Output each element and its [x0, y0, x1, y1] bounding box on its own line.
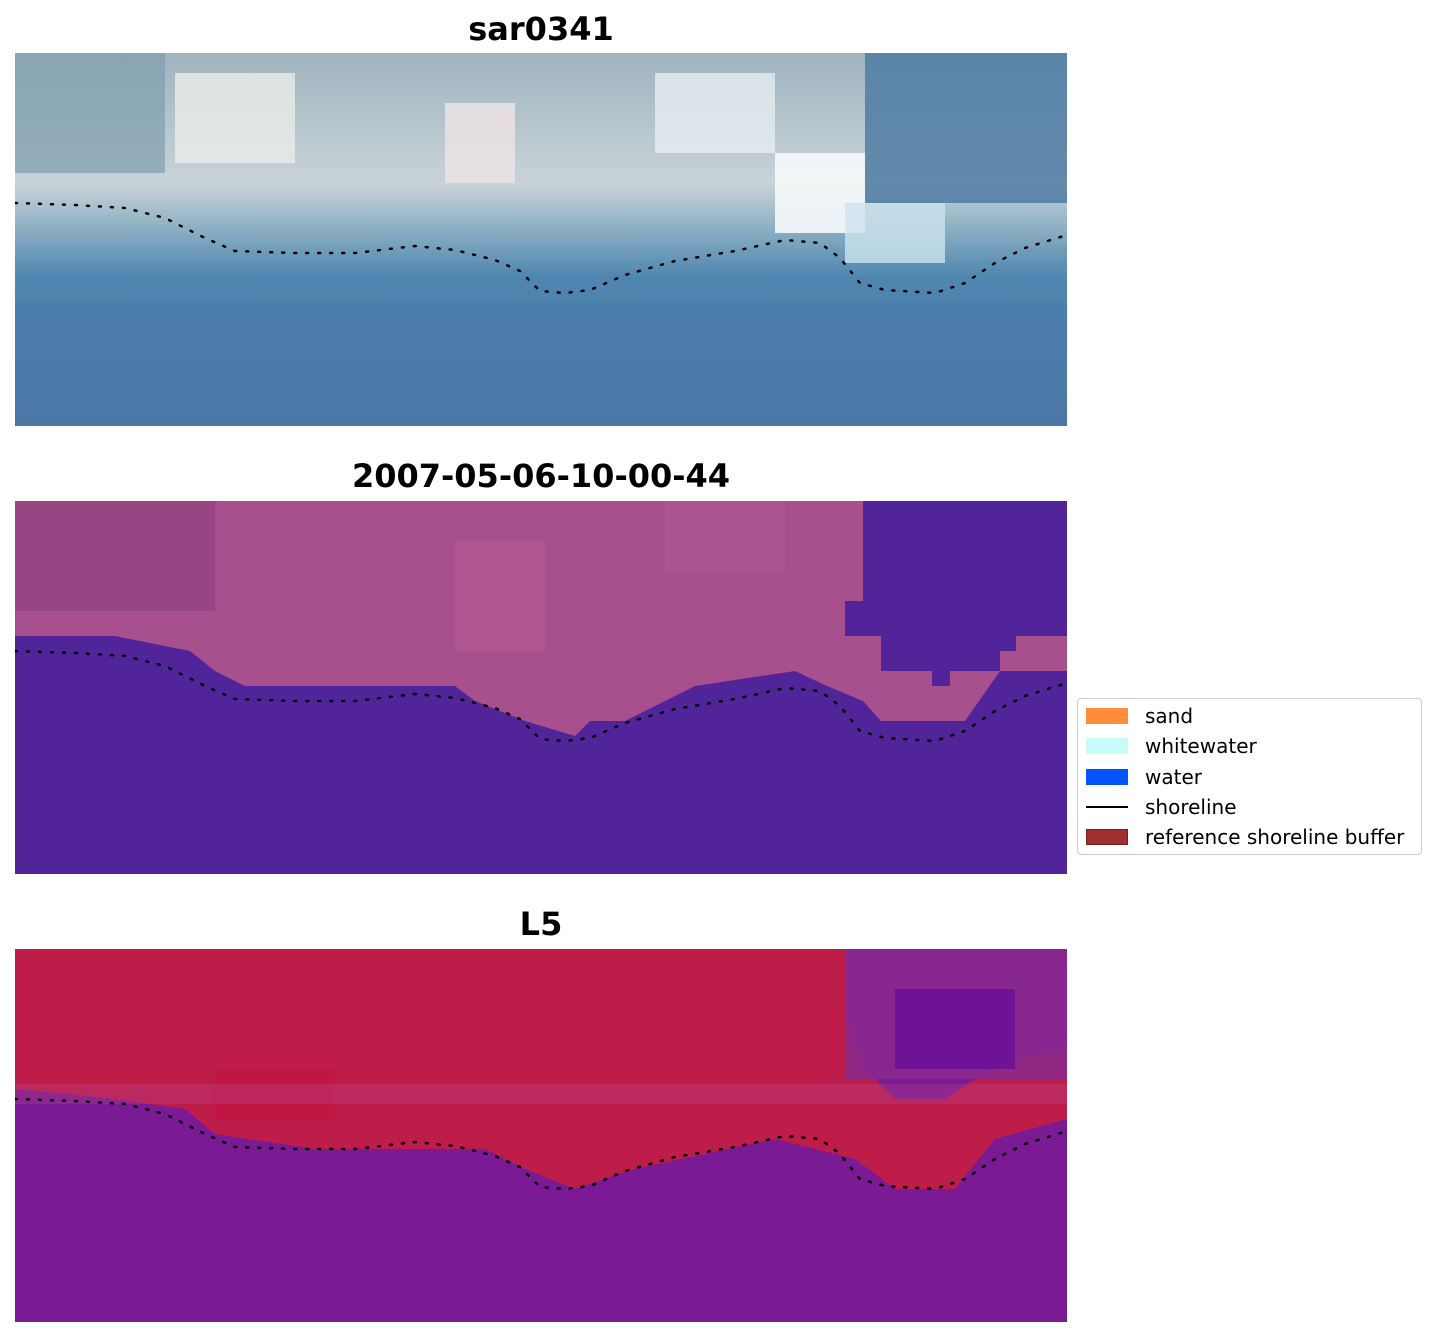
panel-title-3: L5 — [519, 905, 563, 943]
legend: sand whitewater water shoreline referenc… — [1077, 698, 1422, 855]
legend-item-reference-buffer: reference shoreline buffer — [1086, 825, 1405, 849]
shoreline-line-swatch — [1086, 806, 1128, 808]
legend-label: reference shoreline buffer — [1145, 825, 1405, 849]
whitewater-swatch — [1086, 738, 1128, 754]
image-panel-classified — [15, 501, 1067, 874]
panel-title-1: sar0341 — [468, 10, 614, 48]
image-panel-index — [15, 949, 1067, 1322]
sand-swatch — [1086, 708, 1128, 724]
legend-item-water: water — [1086, 765, 1202, 789]
legend-item-whitewater: whitewater — [1086, 734, 1257, 758]
water-swatch — [1086, 769, 1128, 785]
panel-title-2: 2007-05-06-10-00-44 — [351, 457, 731, 495]
image-panel-rgb — [15, 53, 1067, 426]
legend-label: sand — [1145, 704, 1194, 728]
legend-item-shoreline: shoreline — [1086, 795, 1237, 819]
legend-label: shoreline — [1145, 795, 1237, 819]
legend-label: whitewater — [1145, 734, 1257, 758]
legend-label: water — [1145, 765, 1202, 789]
reference-buffer-swatch — [1086, 829, 1128, 845]
legend-item-sand: sand — [1086, 704, 1194, 728]
